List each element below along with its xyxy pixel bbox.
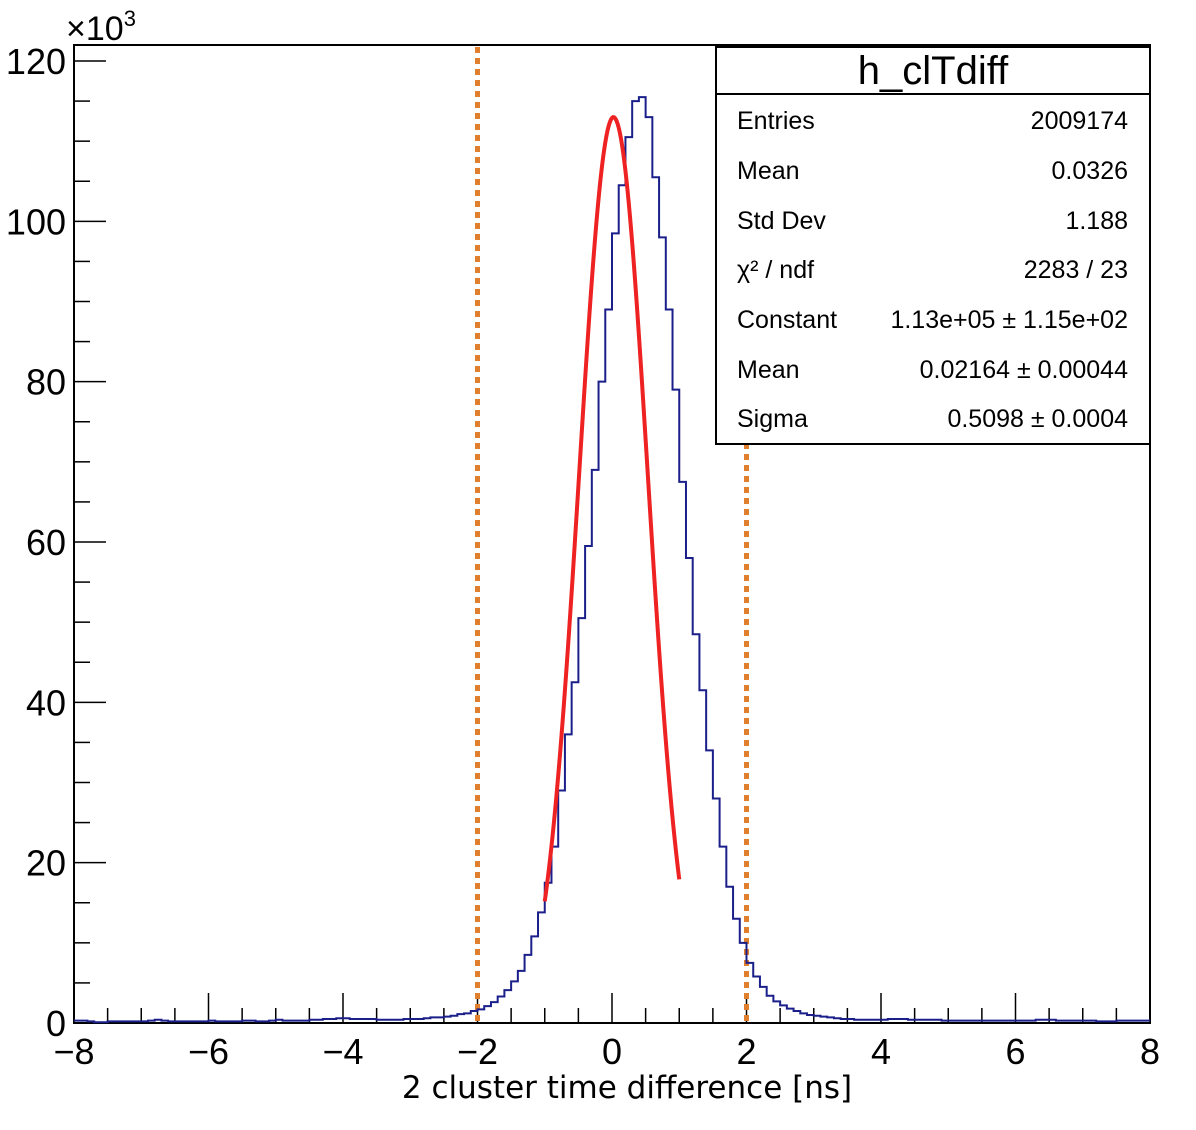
stats-box: h_clTdiff Entries 2009174 Mean 0.0326 Std De… — [715, 46, 1151, 445]
y-multiplier: ×103 — [66, 6, 136, 48]
stats-row-value: 2283 / 23 — [1024, 256, 1128, 284]
stats-row-value: 0.5098 ± 0.0004 — [947, 405, 1128, 433]
x-tick-label: −6 — [188, 1031, 229, 1072]
histogram-h-cltdiff — [74, 96, 1150, 1024]
stats-box-rows: Entries 2009174 Mean 0.0326 Std Dev 1.188 χ² /… — [737, 107, 1128, 433]
x-tick-label: 8 — [1140, 1031, 1160, 1072]
stats-row-value: 2009174 — [1031, 107, 1128, 135]
y-tick-label: 100 — [6, 201, 66, 242]
stats-box-title: h_clTdiff — [858, 49, 1009, 93]
x-axis-tick-labels: −8 −6 −4 −2 0 2 4 6 8 — [53, 1031, 1160, 1072]
y-tick-label: 0 — [46, 1003, 66, 1044]
x-tick-label: 6 — [1005, 1031, 1025, 1072]
y-tick-label: 60 — [26, 522, 66, 563]
y-tick-label: 20 — [26, 843, 66, 884]
stats-row-label: χ² / ndf — [737, 256, 814, 284]
y-tick-label: 80 — [26, 362, 66, 403]
y-axis-ticks — [74, 60, 106, 1024]
x-tick-label: 0 — [602, 1031, 622, 1072]
stats-box-frame — [715, 46, 1151, 445]
stats-row-label: Mean — [737, 157, 800, 185]
stats-row-label: Entries — [737, 107, 815, 135]
stats-row-value: 0.0326 — [1052, 157, 1128, 185]
stats-row-value: 1.13e+05 ± 1.15e+02 — [890, 306, 1128, 334]
y-tick-label: 120 — [6, 41, 66, 82]
stats-row-label: Constant — [737, 306, 837, 334]
x-tick-label: −4 — [322, 1031, 363, 1072]
x-axis-ticks — [73, 993, 1151, 1023]
y-tick-label: 40 — [26, 682, 66, 723]
gaussian-fit-curve — [542, 115, 682, 902]
x-axis-title: 2 cluster time difference [ns] — [402, 1070, 852, 1106]
cut-lines — [475, 47, 749, 1023]
stats-row-value: 0.02164 ± 0.00044 — [920, 356, 1128, 384]
y-multiplier-exponent: 3 — [124, 6, 136, 31]
y-axis-tick-labels: 0 20 40 60 80 100 120 — [6, 41, 66, 1044]
stats-row-label: Sigma — [737, 405, 808, 433]
y-multiplier-base: ×10 — [66, 10, 124, 48]
x-tick-label: −2 — [457, 1031, 498, 1072]
stats-row-label: Mean — [737, 356, 800, 384]
stats-row-value: 1.188 — [1065, 207, 1128, 235]
x-tick-label: 2 — [736, 1031, 756, 1072]
stats-row-label: Std Dev — [737, 207, 826, 235]
x-tick-label: −8 — [53, 1031, 94, 1072]
x-tick-label: 4 — [871, 1031, 891, 1072]
